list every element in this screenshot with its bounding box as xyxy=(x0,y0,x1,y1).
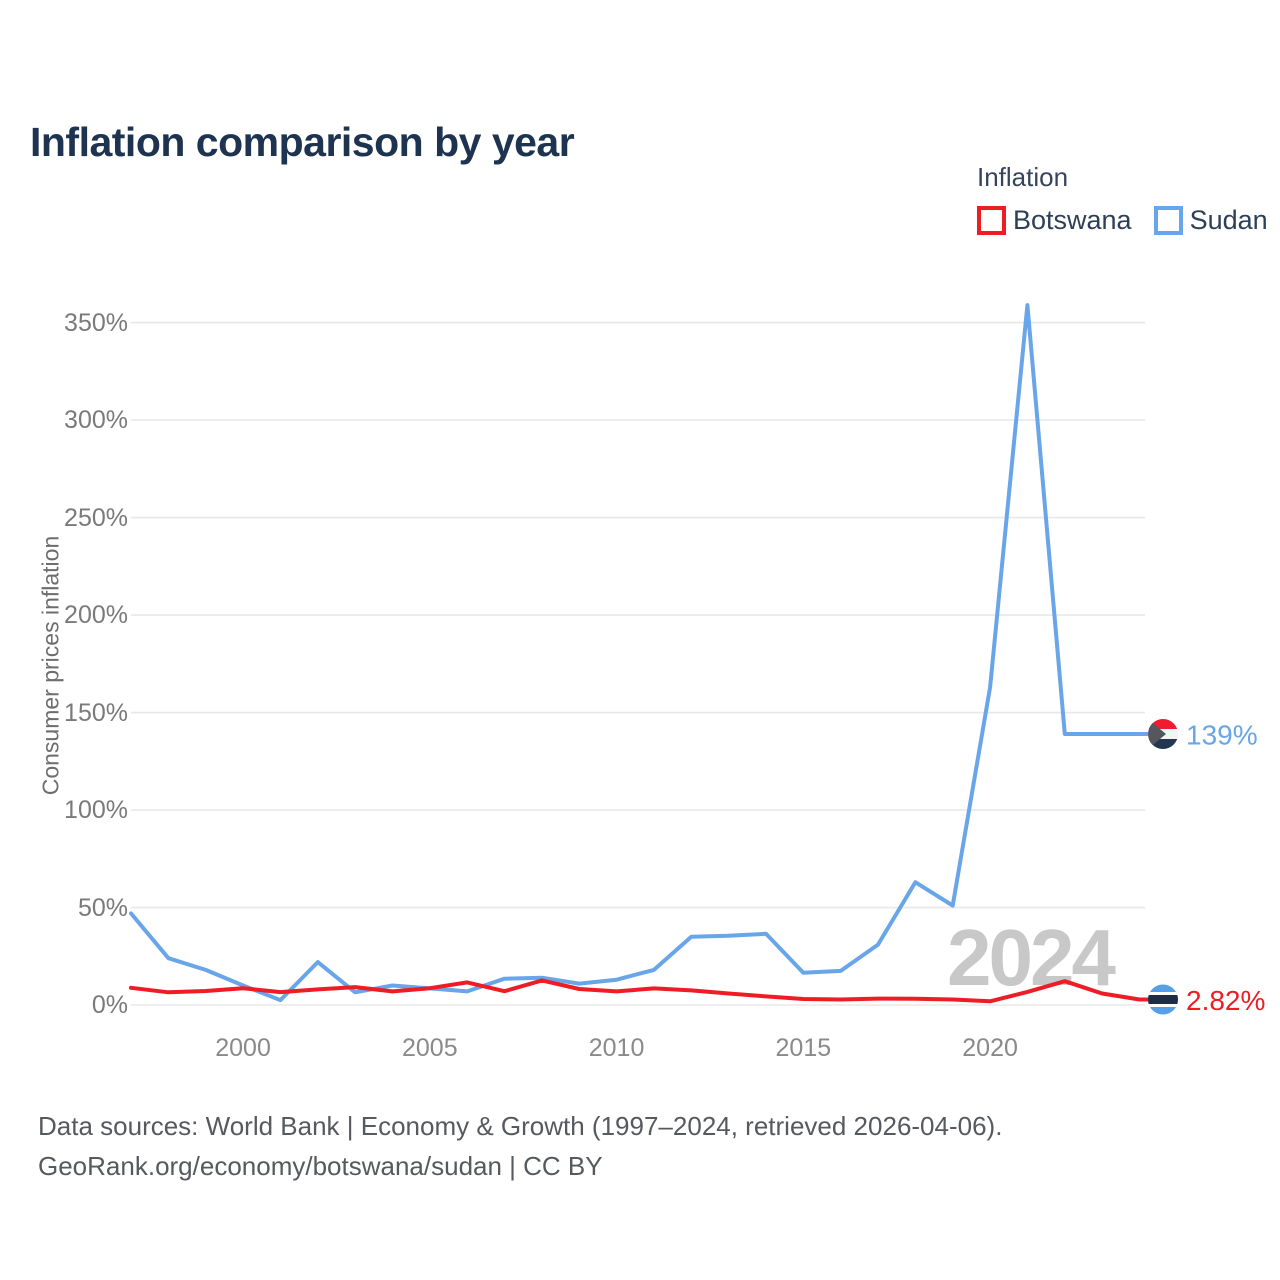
sudan-end-value-label: 139% xyxy=(1186,719,1258,750)
legend-title: Inflation xyxy=(977,162,1069,192)
watermark-year: 2024 xyxy=(947,913,1116,1002)
y-tick-label-300: 300% xyxy=(64,406,128,435)
y-tick-label-250: 250% xyxy=(64,503,128,532)
x-tick-label-2020: 2020 xyxy=(962,1034,1018,1062)
legend-item-botswana-label: Botswana xyxy=(1013,205,1132,235)
footer: Data sources: World Bank | Economy & Gro… xyxy=(38,1106,1002,1186)
y-tick-label-150: 150% xyxy=(64,698,128,727)
y-tick-label-50: 50% xyxy=(77,893,128,922)
sudan-swatch-icon xyxy=(1153,206,1183,235)
y-tick-label-200: 200% xyxy=(64,601,128,630)
footer-sources-line: Data sources: World Bank | Economy & Gro… xyxy=(38,1111,1003,1141)
sudan-flag-icon xyxy=(1148,719,1178,749)
x-tick-label-2015: 2015 xyxy=(775,1034,832,1062)
botswana-end-value-label: 2.82% xyxy=(1186,985,1265,1016)
x-tick-label-2000: 2000 xyxy=(215,1034,271,1062)
x-tick-label-2010: 2010 xyxy=(588,1034,645,1062)
legend-item-sudan-label: Sudan xyxy=(1189,205,1268,235)
y-tick-label-0: 0% xyxy=(91,991,128,1019)
page-title: Inflation comparison by year xyxy=(30,119,575,166)
legend: Inflation Botswana Sudan xyxy=(977,162,1268,236)
y-tick-label-100: 100% xyxy=(64,796,128,825)
footer-attribution-line: GeoRank.org/economy/botswana/sudan | CC … xyxy=(38,1151,603,1181)
botswana-flag-icon xyxy=(1148,984,1178,1015)
y-tick-label-350: 350% xyxy=(64,308,128,337)
series-line-sudan[interactable] xyxy=(129,303,1150,1003)
botswana-swatch-icon xyxy=(977,206,1006,235)
series-line-botswana[interactable] xyxy=(129,978,1150,1004)
legend-item-botswana[interactable]: Botswana xyxy=(977,205,1132,236)
legend-item-sudan[interactable]: Sudan xyxy=(1153,205,1268,236)
x-tick-label-2005: 2005 xyxy=(402,1034,458,1062)
